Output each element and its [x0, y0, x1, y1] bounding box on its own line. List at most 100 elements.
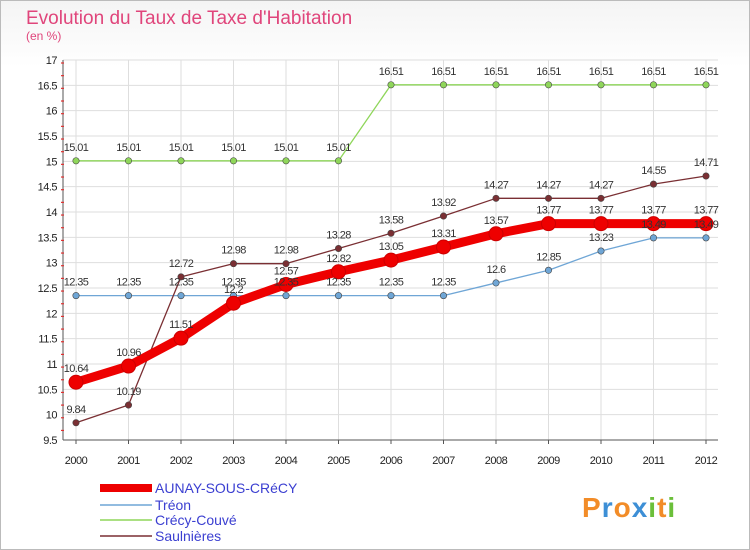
- y-tick-label: 10.5: [38, 384, 58, 396]
- data-label: 12.85: [536, 251, 561, 263]
- data-label: 16.51: [589, 66, 614, 78]
- series-point: [492, 279, 500, 287]
- data-label: 13.77: [589, 205, 614, 217]
- data-label: 12.35: [64, 277, 89, 289]
- series-point: [72, 419, 80, 427]
- y-tick-label: 15.5: [38, 131, 58, 143]
- legend-label: Crécy-Couvé: [155, 512, 237, 528]
- data-label: 15.01: [221, 142, 246, 154]
- y-tick-label: 14.5: [38, 182, 58, 194]
- series-point: [230, 260, 238, 268]
- x-tick-label: 2006: [380, 455, 403, 467]
- data-label: 13.77: [641, 205, 666, 217]
- series-point: [649, 180, 657, 188]
- data-label: 14.27: [589, 179, 614, 191]
- series-point: [597, 81, 605, 89]
- series-point: [702, 234, 710, 242]
- series-point: [649, 81, 657, 89]
- x-tick-label: 2009: [537, 455, 560, 467]
- x-tick-label: 2000: [65, 455, 88, 467]
- legend: AUNAY-SOUS-CRéCYTréonCrécy-CouvéSaulnièr…: [100, 480, 298, 544]
- data-label: 14.55: [641, 165, 666, 177]
- series-point: [334, 157, 342, 165]
- series-point: [492, 81, 500, 89]
- data-label: 12.57: [274, 265, 299, 277]
- series-point: [173, 330, 189, 346]
- data-label: 13.49: [641, 219, 666, 231]
- x-tick-label: 2002: [170, 455, 193, 467]
- data-label: 16.51: [484, 66, 509, 78]
- series-point: [702, 81, 710, 89]
- series-point: [230, 157, 238, 165]
- x-tick-label: 2004: [275, 455, 298, 467]
- x-tick-label: 2005: [327, 455, 350, 467]
- data-label: 15.01: [326, 142, 351, 154]
- data-label: 12.35: [116, 277, 141, 289]
- data-label: 12.35: [169, 277, 194, 289]
- series-point: [387, 81, 395, 89]
- y-tick-label: 10: [46, 410, 58, 422]
- data-label: 14.71: [694, 157, 719, 169]
- series-point: [125, 292, 133, 300]
- series-point: [226, 295, 241, 311]
- legend-label: Saulnières: [155, 528, 221, 544]
- x-tick-label: 2007: [432, 455, 455, 467]
- data-label: 10.96: [116, 347, 141, 359]
- data-label: 12.98: [221, 245, 246, 257]
- legend-label: AUNAY-SOUS-CRéCY: [155, 480, 298, 496]
- series-point: [177, 292, 185, 300]
- data-label: 13.77: [694, 205, 719, 217]
- series-point: [125, 157, 133, 165]
- data-label: 13.28: [326, 229, 351, 241]
- data-label: 14.27: [484, 179, 509, 191]
- series-point: [544, 81, 552, 89]
- logo-letter: P: [582, 492, 602, 523]
- data-label: 15.01: [64, 142, 89, 154]
- data-label: 16.51: [431, 66, 456, 78]
- logo-letter: t: [657, 492, 667, 523]
- x-tick-labels: 2000 2001 2002 2003 2004 2005 2006 2007 2008 2009…: [65, 455, 718, 467]
- data-label: 16.51: [379, 66, 404, 78]
- data-label: 13.57: [484, 215, 509, 227]
- series-point: [282, 292, 290, 300]
- data-label: 10.19: [116, 386, 141, 398]
- logo-letter: x: [632, 492, 649, 523]
- series-point: [698, 216, 714, 232]
- logo-letter: i: [648, 492, 657, 523]
- series-point: [72, 292, 80, 300]
- y-tick-label: 17: [46, 55, 58, 67]
- series-point: [334, 292, 342, 300]
- data-label: 13.31: [431, 228, 456, 240]
- series-point: [544, 266, 552, 274]
- data-label: 13.92: [431, 197, 456, 209]
- data-label: 14.27: [536, 179, 561, 191]
- data-label: 9.84: [66, 404, 85, 416]
- series-point: [488, 226, 504, 242]
- y-tick-label: 16.5: [38, 80, 58, 92]
- x-tick-label: 2003: [222, 455, 245, 467]
- series-point: [646, 216, 661, 232]
- series-point: [177, 157, 185, 165]
- data-label: 16.51: [536, 66, 561, 78]
- series-point: [387, 229, 395, 237]
- series-point: [387, 292, 395, 300]
- data-label: 13.23: [589, 232, 614, 244]
- series-point: [278, 276, 294, 292]
- data-label: 15.01: [169, 142, 194, 154]
- x-tick-label: 2010: [590, 455, 613, 467]
- y-tick-label: 11.5: [38, 334, 57, 346]
- x-tick-label: 2001: [117, 455, 140, 467]
- x-tick-label: 2012: [695, 455, 718, 467]
- series-point: [331, 264, 346, 280]
- series-point: [282, 157, 290, 165]
- series-point: [439, 292, 447, 300]
- series-point: [597, 247, 605, 255]
- series-point: [334, 244, 342, 252]
- data-label: 16.51: [641, 66, 666, 78]
- series-point: [593, 216, 609, 232]
- y-tick-label: 9.5: [43, 435, 57, 447]
- axes: [61, 60, 718, 444]
- data-label: 12.82: [326, 253, 351, 265]
- series-point: [544, 194, 552, 202]
